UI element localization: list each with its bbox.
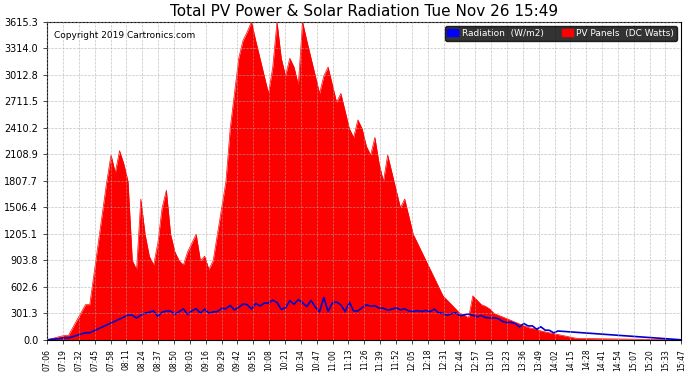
Legend: Radiation  (W/m2), PV Panels  (DC Watts): Radiation (W/m2), PV Panels (DC Watts) — [445, 26, 677, 40]
Text: Copyright 2019 Cartronics.com: Copyright 2019 Cartronics.com — [54, 31, 195, 40]
Title: Total PV Power & Solar Radiation Tue Nov 26 15:49: Total PV Power & Solar Radiation Tue Nov… — [170, 4, 558, 19]
